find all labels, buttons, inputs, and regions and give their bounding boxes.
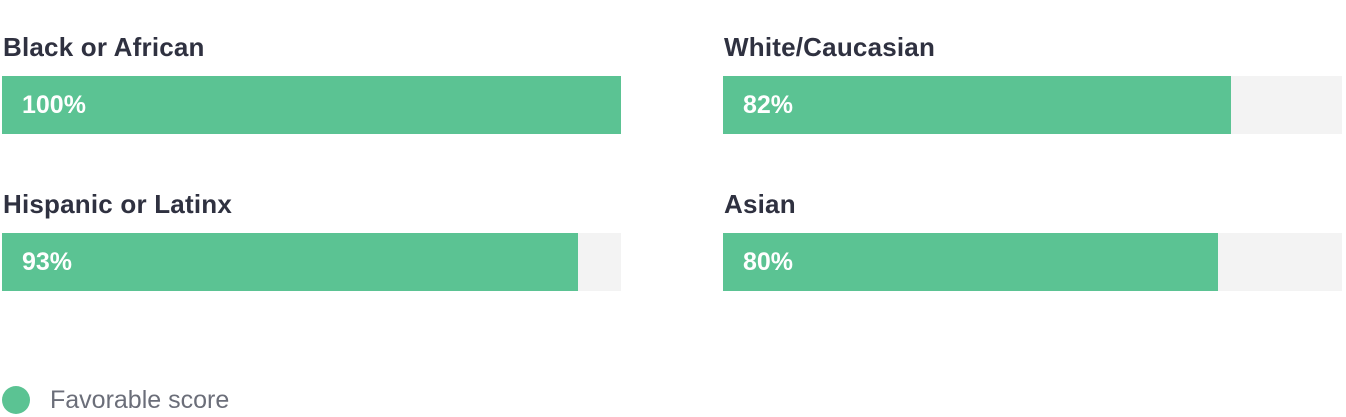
- bar-track: 82%: [723, 76, 1342, 134]
- bar-fill: 80%: [723, 233, 1218, 291]
- bar-value-label: 93%: [22, 248, 73, 276]
- category-label: White/Caucasian: [724, 32, 936, 62]
- legend-label: Favorable score: [50, 386, 230, 414]
- bar-track: 80%: [723, 233, 1342, 291]
- legend-swatch-dot: [2, 386, 30, 414]
- category-label: Black or African: [3, 32, 205, 62]
- bar-value-label: 80%: [743, 248, 794, 276]
- bar-value-label: 82%: [743, 91, 794, 119]
- bar-fill: 100%: [2, 76, 621, 134]
- category-label: Asian: [724, 189, 796, 219]
- bar-track: 93%: [2, 233, 621, 291]
- bar-track: 100%: [2, 76, 621, 134]
- bar-value-label: 100%: [22, 91, 86, 119]
- bar-fill: 82%: [723, 76, 1231, 134]
- bar-fill: 93%: [2, 233, 578, 291]
- category-label: Hispanic or Latinx: [3, 189, 232, 219]
